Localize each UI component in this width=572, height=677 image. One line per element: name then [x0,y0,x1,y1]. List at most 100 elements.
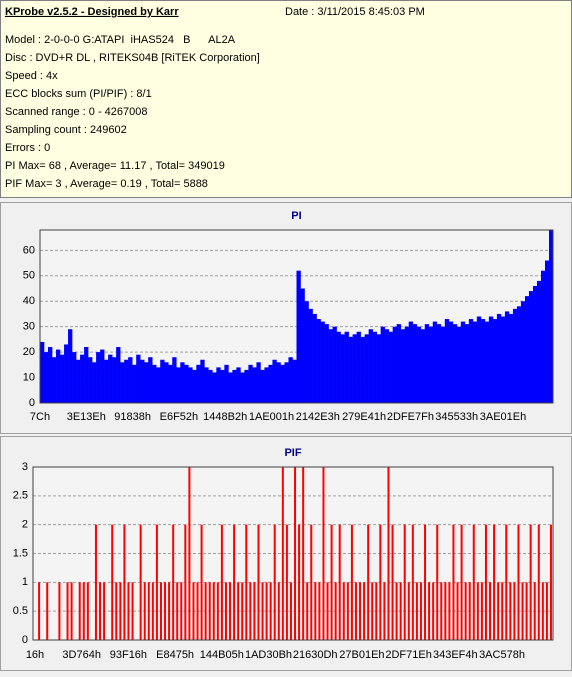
bar [108,354,113,403]
bar [407,582,410,640]
bar [229,582,232,640]
bar [387,467,390,640]
bar [525,582,528,640]
y-tick-label: 40 [23,295,35,307]
bar [342,582,345,640]
bar [504,311,510,403]
x-tick-label: 3D764h [62,649,101,661]
info-line: Scanned range : 0 - 4267008 [5,106,148,118]
bar [184,524,187,640]
bar [224,364,229,403]
bar [265,582,268,640]
plot-frame [39,229,554,404]
bar [233,524,236,640]
bar [544,260,550,403]
scan-date: Date : 3/11/2015 8:45:03 PM [285,6,425,18]
bar [408,321,414,403]
bar [368,329,373,403]
bar [330,524,333,640]
bar [115,582,118,640]
bar [220,524,223,640]
bar [196,364,201,403]
bar [147,582,150,640]
bar [316,319,321,403]
bar [320,321,325,403]
bar [88,357,93,403]
bar [336,331,341,403]
bar [82,582,85,640]
bar [240,372,245,403]
x-tick-label: 144B05h [200,649,244,661]
y-tick-label: 60 [23,244,35,256]
bar [277,582,280,640]
x-tick-label: 1AE001h [249,411,294,423]
bar [155,524,158,640]
bar [192,582,195,640]
bar [208,369,213,403]
bar [44,352,49,403]
bar [256,362,261,403]
bar [489,582,492,640]
bar [66,582,69,640]
bar [400,329,406,403]
bar [388,331,393,403]
y-tick-label: 2 [22,519,28,531]
bar [536,280,542,403]
bar [480,319,486,403]
bar [392,326,397,403]
x-tick-label: 1AD30Bh [245,649,292,661]
bar [496,313,502,403]
x-tick-label: E8475h [156,649,194,661]
bar [484,321,490,403]
bar [484,524,487,640]
bar [338,524,341,640]
bar [159,582,162,640]
bar [312,313,317,403]
bar [376,334,381,403]
bar [403,524,406,640]
bar [367,524,370,640]
bar [123,524,126,640]
bar [375,582,378,640]
bar [436,324,442,403]
bar [151,582,154,640]
bar [302,467,305,640]
bar [440,582,443,640]
bar [334,582,337,640]
bar [548,230,554,403]
bar [346,582,349,640]
bar [188,367,193,403]
x-tick-label: 3AE01Eh [480,411,526,423]
bar [516,306,522,403]
bar [116,347,121,403]
bar [281,467,284,640]
bar [521,582,524,640]
bar [324,324,329,403]
bar [379,524,382,640]
y-tick-label: 20 [23,346,35,358]
bar [249,582,252,640]
bar [512,308,518,403]
bar [72,352,77,403]
bar [500,316,506,403]
x-tick-label: 2142E3h [296,411,340,423]
info-panel [0,0,572,198]
bar [228,372,233,403]
bar [464,324,470,403]
bar [419,582,422,640]
bar [294,467,297,640]
bar [395,582,398,640]
bar [112,357,117,403]
bar [132,364,137,403]
bar [363,582,366,640]
bar [292,359,297,403]
bar [332,326,337,403]
bar [84,347,89,403]
bar [78,582,81,640]
bar [204,367,209,403]
bar [216,582,219,640]
bar [244,369,249,403]
bar [415,582,418,640]
bar [38,582,41,640]
info-line: Sampling count : 249602 [5,124,127,136]
